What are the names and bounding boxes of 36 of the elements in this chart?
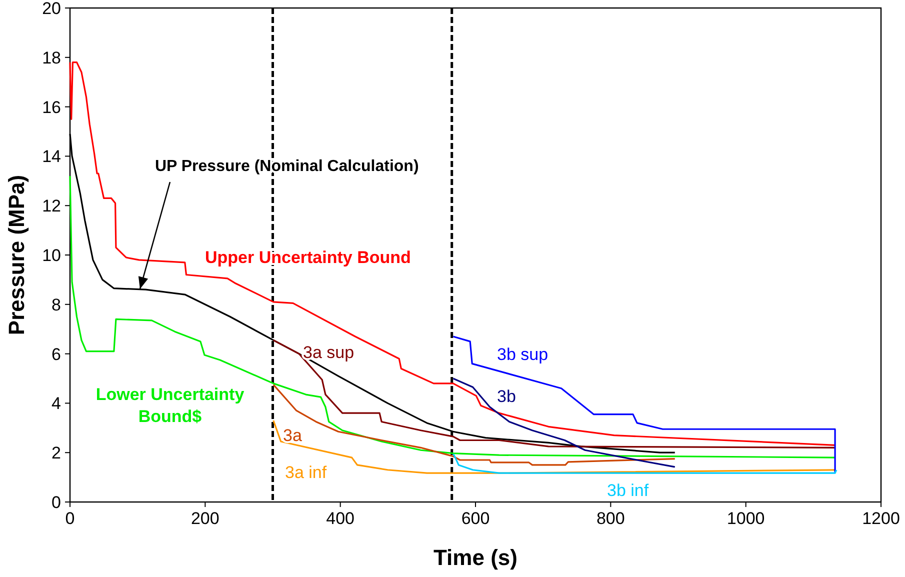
series-label: 3a inf xyxy=(285,463,327,482)
line-series xyxy=(452,378,676,468)
line-series xyxy=(272,339,836,448)
series-label: 3a xyxy=(283,426,302,445)
y-tick-label: 20 xyxy=(42,0,61,18)
y-tick-label: 8 xyxy=(52,295,61,314)
series-label: 3b xyxy=(497,387,516,406)
y-tick-label: 18 xyxy=(42,48,61,68)
text: UP Pressure (Nominal Calculation) xyxy=(155,158,419,175)
line-series xyxy=(69,175,836,458)
x-tick-label: 800 xyxy=(596,509,625,528)
line-series xyxy=(272,384,676,466)
x-tick-label: 600 xyxy=(461,509,490,528)
series-label: Upper Uncertainty Bound xyxy=(205,248,411,267)
y-tick-label: 12 xyxy=(42,196,61,216)
y-tick-label: 2 xyxy=(52,444,61,463)
y-axis-title: Pressure (MPa) xyxy=(4,174,29,336)
x-tick-label: 0 xyxy=(65,509,75,528)
series-label: 3b inf xyxy=(607,481,649,500)
y-tick-label: 4 xyxy=(52,394,61,414)
y-tick-label: 16 xyxy=(42,98,61,117)
line-series xyxy=(69,62,836,446)
y-tick-label: 10 xyxy=(42,246,61,265)
y-tick-label: 14 xyxy=(42,147,61,166)
y-tick-label: 0 xyxy=(52,492,61,512)
series-label: Lower Uncertainty Bound$ xyxy=(96,385,245,426)
x-axis-title: Time (s) xyxy=(434,545,518,570)
x-tick-label: 200 xyxy=(190,509,220,528)
line-series xyxy=(452,453,838,474)
x-tick-label: 1000 xyxy=(726,509,765,528)
y-tick-label: 6 xyxy=(52,344,61,364)
x-tick-label: 1200 xyxy=(862,509,900,528)
x-tick-label: 400 xyxy=(326,509,355,528)
line-series xyxy=(452,336,836,474)
series-label: 3a sup xyxy=(303,343,354,362)
series-label: 3b sup xyxy=(497,345,548,364)
